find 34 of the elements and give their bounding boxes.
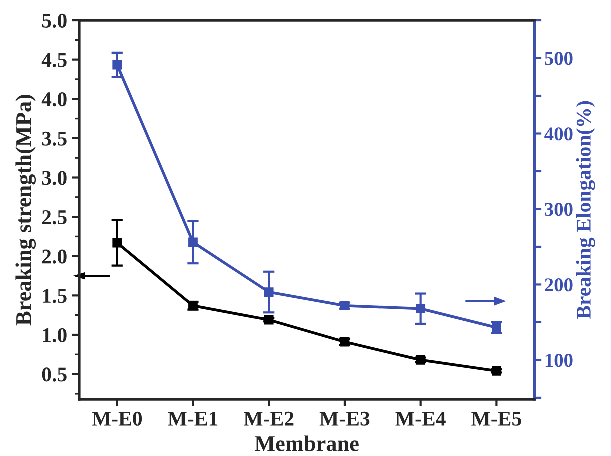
x-tick-label: M-E1 [168, 412, 218, 426]
y-axis-title: Breaking strength(MPa) [16, 95, 36, 326]
point [112, 60, 122, 70]
point [416, 355, 426, 365]
y-tick-label: 5.0 [42, 14, 67, 28]
y-tick-label: 3.5 [42, 132, 67, 146]
point [188, 238, 198, 248]
point [264, 315, 274, 325]
y-tick-label: 2.0 [42, 250, 67, 264]
point [340, 337, 350, 347]
y2-axis-title: Breaking Elongation(%) [576, 101, 596, 320]
y-tick-label: 4.0 [42, 92, 67, 107]
y2-tick-label: 200 [545, 278, 573, 292]
y-tick-label: 0.5 [42, 368, 67, 382]
point [112, 238, 122, 248]
y-tick-label: 4.5 [42, 53, 67, 68]
point [492, 366, 502, 376]
x-tick-label: M-E2 [244, 412, 294, 426]
y-tick-label: 3.0 [42, 171, 67, 186]
y-tick-label: 1.5 [43, 289, 67, 304]
y2-tick-label: 300 [545, 203, 573, 216]
y-tick-label: 2.5 [42, 210, 67, 225]
x-axis-title: Membrane [254, 436, 359, 452]
point [416, 304, 426, 314]
y2-tick-label: 500 [545, 52, 573, 66]
y-tick-label: 1.0 [43, 328, 67, 343]
x-tick-label: M-E3 [320, 412, 370, 426]
x-tick-label: M-E5 [472, 412, 522, 426]
point [340, 301, 350, 311]
y2-tick-label: 100 [546, 354, 573, 368]
y2-tick-label: 400 [544, 128, 573, 141]
x-tick-label: M-E0 [92, 412, 142, 426]
x-tick-label: M-E4 [396, 412, 446, 426]
point [264, 288, 274, 297]
